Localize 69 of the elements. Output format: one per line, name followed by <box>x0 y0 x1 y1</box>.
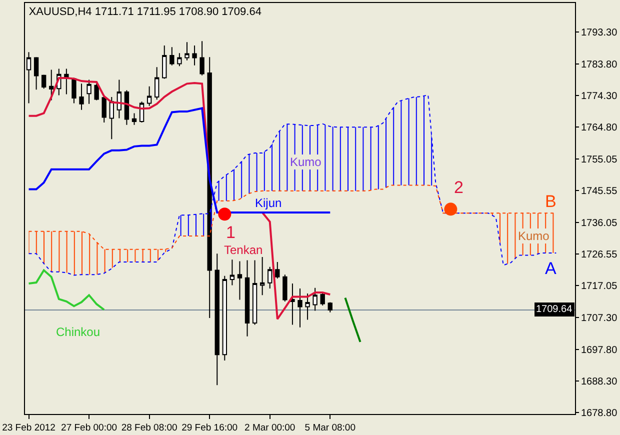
candlestick <box>146 86 152 106</box>
candlestick <box>79 83 84 110</box>
candlestick <box>49 69 54 101</box>
candlestick <box>109 96 114 140</box>
candlestick <box>41 74 46 90</box>
annotation: 2 <box>454 178 464 197</box>
candlestick <box>312 287 318 312</box>
candlestick <box>230 259 235 286</box>
x-tick-label: 5 Mar 08:00 <box>304 422 356 434</box>
y-tick-label: 1697.80 <box>581 344 618 356</box>
y-tick-label: 1745.55 <box>581 186 618 198</box>
y-tick-label: 1688.30 <box>581 376 618 388</box>
candlestick <box>305 292 310 320</box>
candlestick <box>244 260 250 337</box>
candlestick <box>116 79 122 119</box>
candlestick <box>177 52 182 67</box>
x-tick-label: 27 Feb 00:00 <box>61 422 118 434</box>
x-tick-label: 29 Feb 16:00 <box>182 422 238 434</box>
annotation: 1 <box>226 223 236 242</box>
line-series <box>28 269 106 311</box>
y-tick-label: 1736.05 <box>581 218 618 229</box>
y-tick-label: 1717.05 <box>581 280 618 292</box>
candlestick <box>162 44 167 80</box>
y-tick-label: 1726.55 <box>581 249 618 260</box>
candlestick <box>200 40 204 76</box>
candlestick <box>94 83 99 101</box>
candlestick <box>222 275 227 362</box>
candlestick <box>170 46 174 66</box>
candlestick <box>34 56 39 90</box>
y-tick-label: 1755.05 <box>581 154 618 166</box>
annotation: Kumo <box>290 155 322 169</box>
x-tick-label: 2 Mar 00:00 <box>244 422 296 434</box>
series-label: Chinkou <box>56 325 100 339</box>
candlestick <box>320 291 325 306</box>
y-tick-label: 1707.30 <box>581 313 618 324</box>
ref-line-label: 1709.64 <box>536 304 573 315</box>
series-label: Tenkan <box>224 243 263 257</box>
candlestick <box>237 260 242 300</box>
candlestick <box>214 253 220 386</box>
line-series <box>28 94 557 276</box>
candlestick <box>298 288 302 328</box>
candlestick <box>64 68 69 95</box>
y-tick-label: 1678.80 <box>581 408 618 419</box>
candlestick <box>328 302 332 313</box>
annotation: Kumo <box>518 229 550 243</box>
candlestick <box>290 283 295 326</box>
candlestick <box>72 78 76 104</box>
y-tick-label: 1793.30 <box>581 28 618 39</box>
x-tick-label: 28 Feb 08:00 <box>121 422 178 434</box>
series-label: A <box>545 259 557 278</box>
candlestick <box>252 260 258 326</box>
candlestick <box>132 112 137 126</box>
candlestick <box>184 42 190 61</box>
candlestick <box>86 79 92 104</box>
y-tick-label: 1783.80 <box>581 59 618 70</box>
candlestick <box>282 274 288 302</box>
y-tick-label: 1764.80 <box>581 122 618 134</box>
chart-title: XAUUSD,H4 1711.71 1711.95 1708.90 1709.64 <box>28 6 262 18</box>
series-label: B <box>545 192 556 211</box>
candlestick <box>192 44 197 66</box>
y-tick-label: 1774.30 <box>581 90 618 102</box>
candlestick <box>260 256 265 296</box>
candlestick <box>268 266 272 290</box>
candlestick <box>102 94 106 124</box>
series-label: Kijun <box>255 196 282 210</box>
candlestick <box>124 90 130 126</box>
candlestick <box>275 261 280 280</box>
x-tick-label: 23 Feb 2012 <box>2 422 56 434</box>
candlestick <box>154 66 160 100</box>
